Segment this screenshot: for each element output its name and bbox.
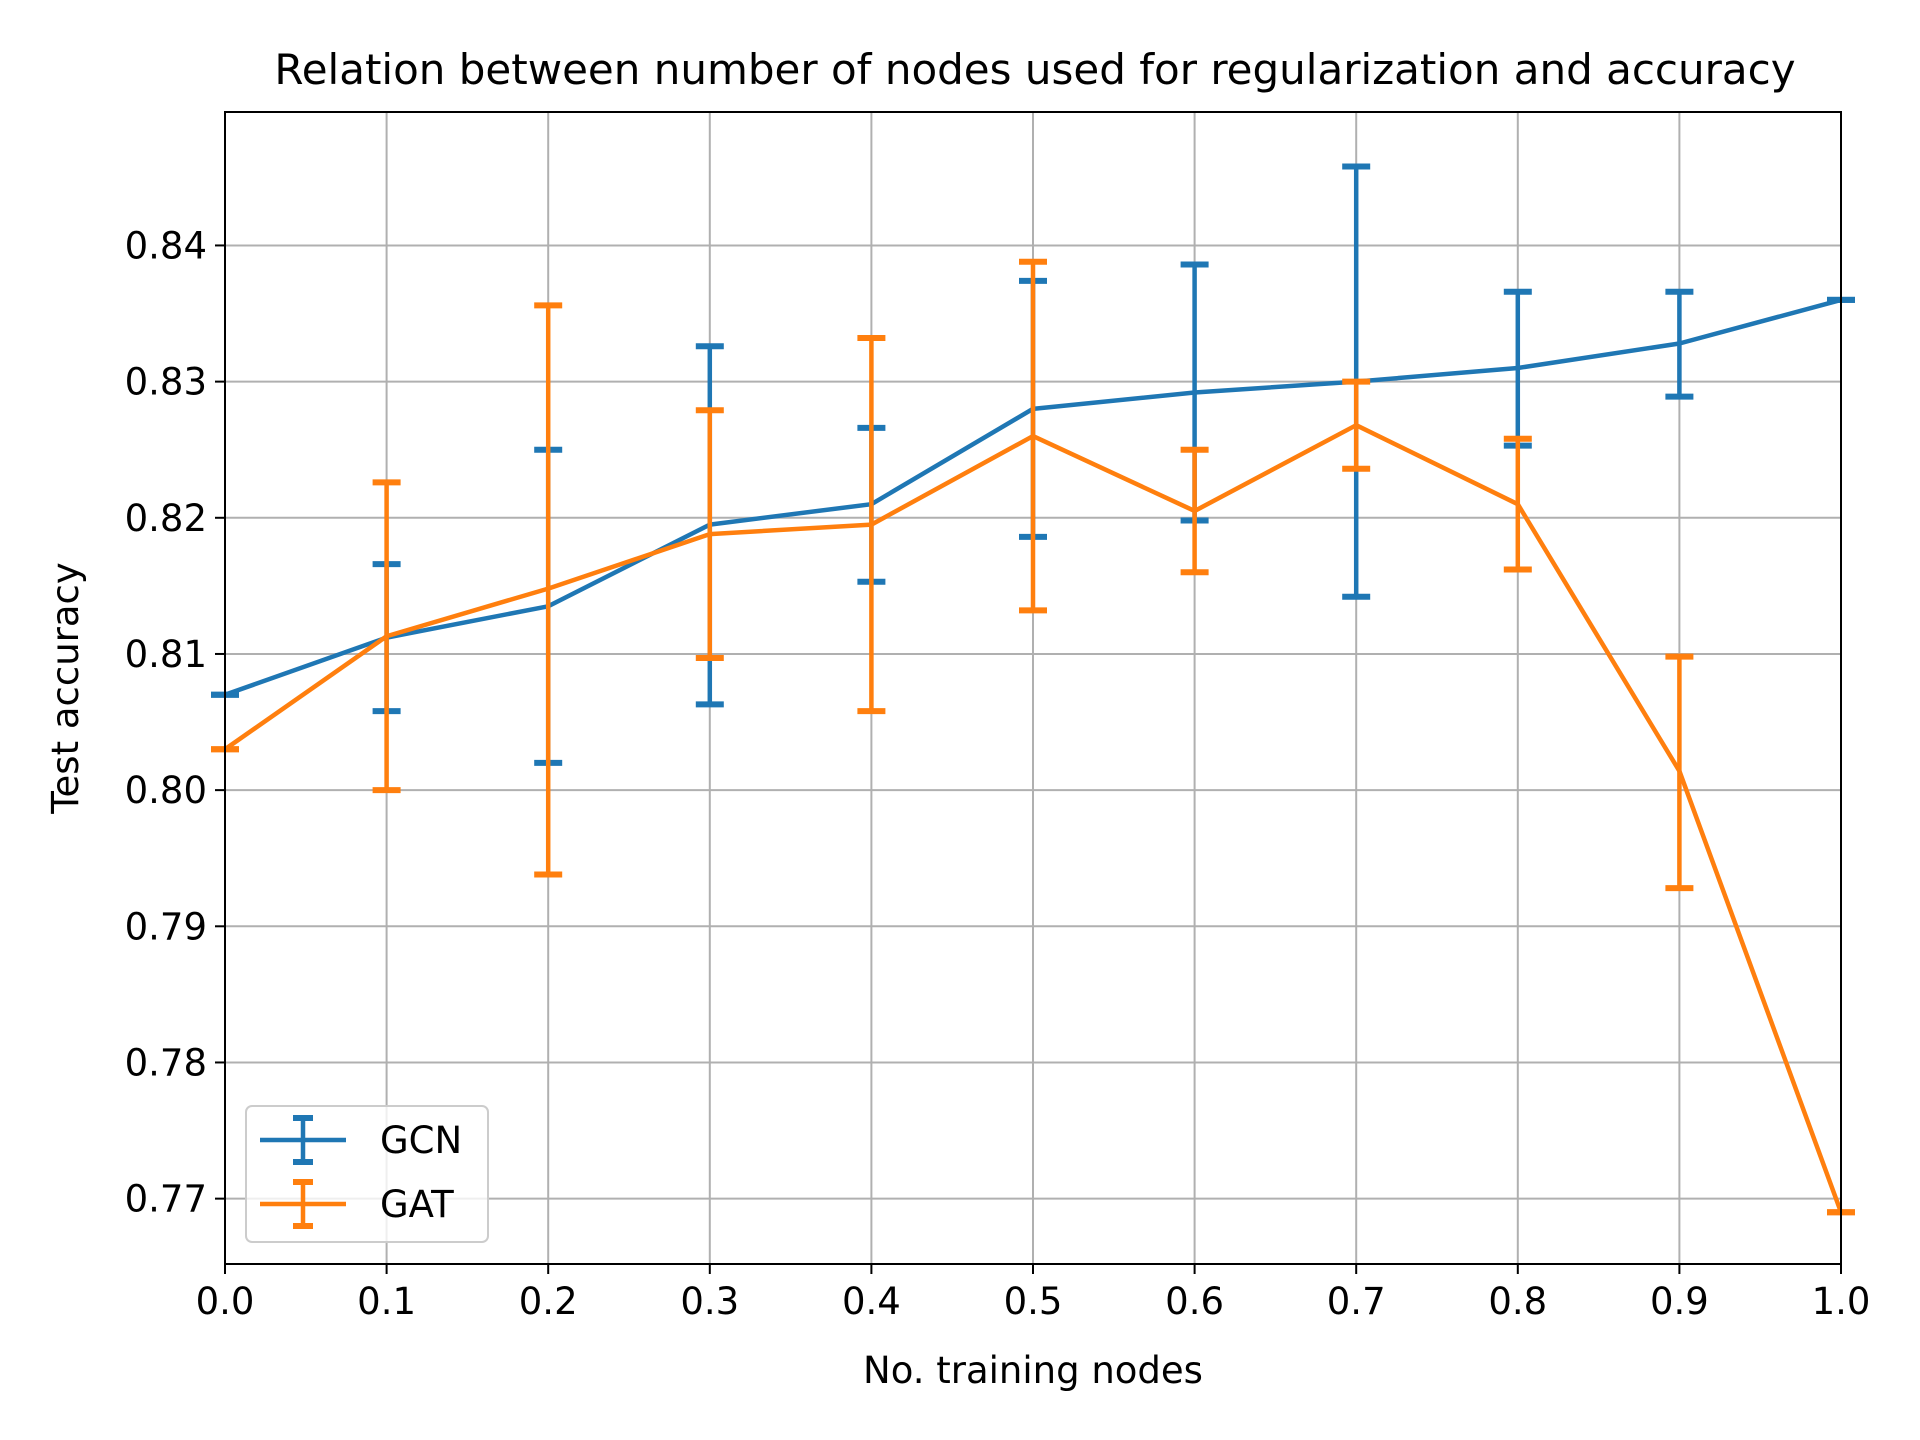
x-tick-label: 0.1	[357, 1280, 416, 1323]
plot-area	[211, 163, 1855, 1216]
legend-label-gat: GAT	[380, 1183, 454, 1226]
errorbar-gat	[1342, 378, 1371, 472]
legend-item-gcn: GCN	[260, 1115, 462, 1165]
x-tick-label: 0.2	[519, 1280, 578, 1323]
errorbar-gat	[695, 407, 724, 662]
series-gat	[211, 258, 1855, 1216]
errorbar-gat	[1019, 258, 1047, 614]
x-tick-label: 0.5	[1004, 1280, 1063, 1323]
y-tick-label: 0.83	[125, 361, 207, 404]
x-tick-label: 0.8	[1488, 1280, 1547, 1323]
errorbar-gat	[1180, 446, 1209, 576]
y-tick-label: 0.77	[125, 1178, 207, 1221]
x-tick-label: 0.0	[196, 1280, 255, 1323]
y-tick-label: 0.84	[125, 224, 207, 267]
legend-item-gat: GAT	[260, 1179, 454, 1229]
y-tick-label: 0.79	[125, 905, 207, 948]
errorbar-gat	[857, 335, 886, 715]
x-tick-label: 1.0	[1812, 1280, 1871, 1323]
legend: GCN GAT	[245, 1105, 489, 1243]
axis-ticks: 0.0 0.1 0.2 0.3 0.4 0.5 0.6 0.7 0.8 0.9 1.0 0.77 0.7…	[125, 224, 1871, 1323]
y-tick-label: 0.82	[125, 497, 207, 540]
errorbar-gat	[372, 479, 401, 794]
plot-frame	[224, 111, 1842, 1265]
x-tick-label: 0.7	[1327, 1280, 1386, 1323]
x-tick-label: 0.6	[1165, 1280, 1224, 1323]
chart-title: Relation between number of nodes used fo…	[274, 45, 1795, 94]
y-tick-label: 0.78	[125, 1041, 207, 1084]
x-tick-label: 0.9	[1650, 1280, 1709, 1323]
x-tick-label: 0.4	[842, 1280, 901, 1323]
legend-label-gcn: GCN	[380, 1119, 462, 1162]
errorbar-gat	[1665, 653, 1694, 892]
y-tick-label: 0.81	[125, 633, 207, 676]
x-tick-label: 0.3	[680, 1280, 739, 1323]
y-tick-label: 0.80	[125, 769, 207, 812]
errorbar-gat	[1503, 435, 1532, 573]
x-axis-label: No. training nodes	[863, 1349, 1203, 1392]
errorbar-gat	[534, 302, 563, 878]
y-axis-label: Test accuracy	[44, 562, 87, 815]
errorbar-gcn	[1665, 288, 1694, 400]
